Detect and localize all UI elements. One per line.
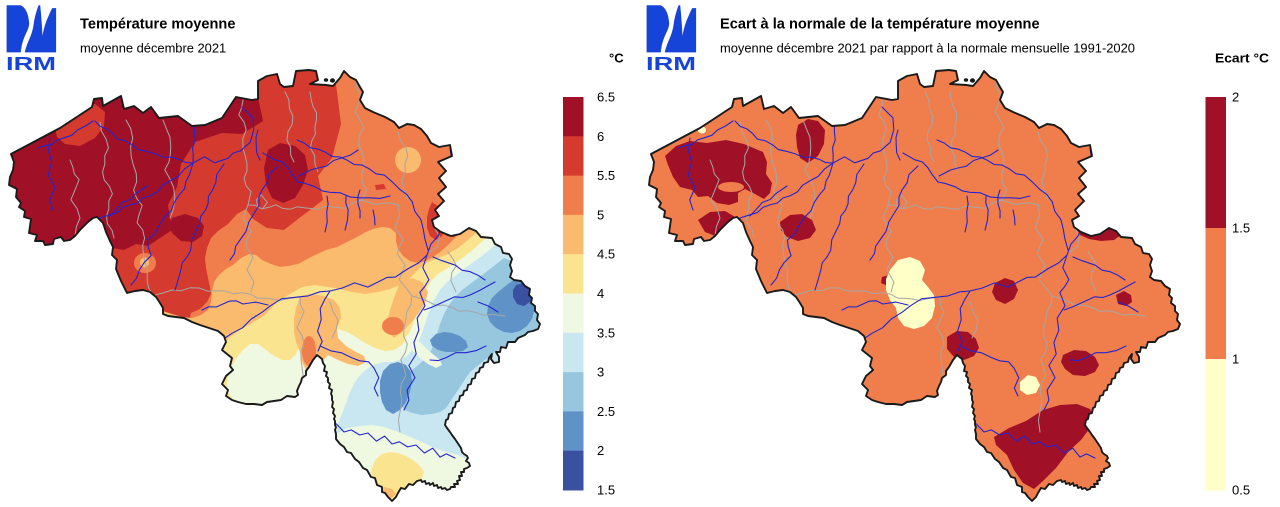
svg-text:IRM: IRM	[646, 54, 696, 74]
svg-text:5: 5	[597, 207, 604, 222]
svg-text:2: 2	[597, 443, 604, 458]
svg-text:0.5: 0.5	[1232, 483, 1250, 498]
svg-text:4: 4	[597, 286, 604, 301]
svg-text:°C: °C	[609, 51, 624, 66]
svg-text:1.5: 1.5	[1232, 221, 1250, 236]
svg-text:1.5: 1.5	[597, 483, 615, 498]
svg-text:IRM: IRM	[6, 54, 56, 74]
svg-text:2.5: 2.5	[597, 404, 615, 419]
svg-text:4.5: 4.5	[597, 247, 615, 262]
svg-text:5.5: 5.5	[597, 168, 615, 183]
svg-text:3: 3	[597, 365, 604, 380]
svg-text:Ecart °C: Ecart °C	[1215, 51, 1270, 66]
svg-text:2: 2	[1232, 90, 1239, 105]
svg-text:6.5: 6.5	[597, 90, 615, 105]
svg-text:6: 6	[597, 129, 604, 144]
svg-text:Température moyenne: Température moyenne	[80, 17, 235, 33]
svg-text:3.5: 3.5	[597, 325, 615, 340]
svg-text:1: 1	[1232, 352, 1239, 367]
svg-text:moyenne décembre 2021: moyenne décembre 2021	[80, 41, 226, 56]
svg-text:Ecart à la normale de la tempé: Ecart à la normale de la température moy…	[720, 17, 1040, 33]
svg-text:moyenne décembre 2021 par rapp: moyenne décembre 2021 par rapport à la n…	[720, 41, 1135, 56]
